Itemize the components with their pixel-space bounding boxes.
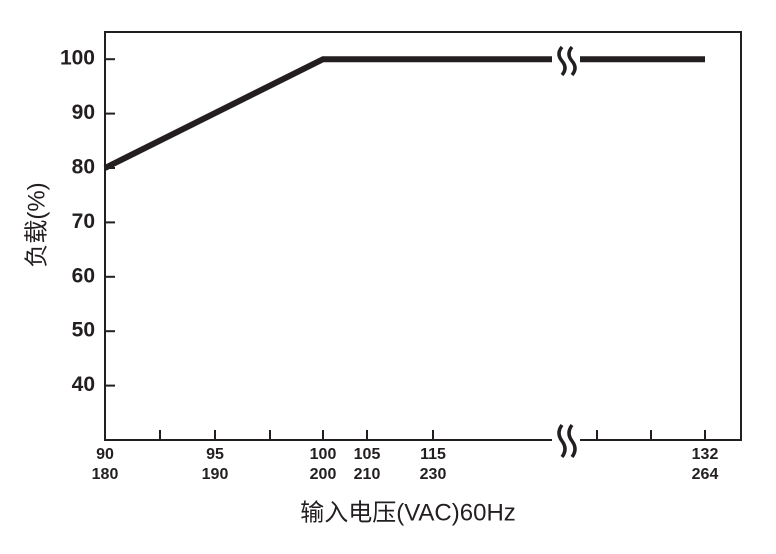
x-axis-title: 输入电压(VAC)60Hz [300, 499, 516, 526]
x2-tick-label: 190 [202, 466, 229, 483]
series-layer [103, 56, 705, 171]
y-tick-label: 90 [72, 101, 95, 124]
y-axis-title: 负载(%) [23, 182, 50, 267]
y-tick-label: 100 [60, 47, 95, 70]
x-tick-label: 90 [96, 446, 114, 463]
axis-break [552, 44, 580, 462]
x-tick-label: 105 [354, 446, 381, 463]
x-tick-label: 115 [420, 446, 446, 463]
y-tick-label: 50 [72, 319, 95, 342]
x-tick-label: 100 [310, 446, 337, 463]
y-tick-label: 70 [72, 210, 95, 233]
y-tick-label: 80 [72, 156, 95, 179]
x2-tick-label: 180 [92, 466, 119, 483]
x2-tick-label: 264 [692, 466, 719, 483]
y-tick-label: 40 [72, 373, 95, 396]
x-tick-label: 132 [692, 446, 719, 463]
minor-ticks [159, 430, 652, 440]
series-line [103, 56, 705, 171]
plot-frame [104, 31, 742, 441]
x2-tick-label: 200 [310, 466, 337, 483]
y-tick-label: 60 [72, 264, 95, 287]
x2-tick-label: 210 [354, 466, 381, 483]
x-tick-label: 95 [206, 446, 224, 463]
x2-tick-label: 230 [420, 466, 447, 483]
